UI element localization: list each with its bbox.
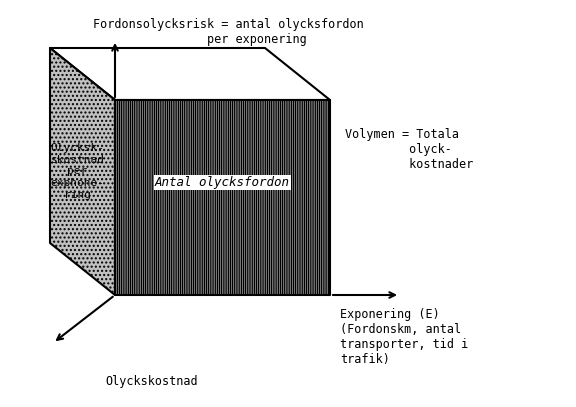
- Text: Olyckskostnad: Olyckskostnad: [105, 375, 198, 388]
- Text: Volymen = Totala
         olyck-
         kostnader: Volymen = Totala olyck- kostnader: [345, 128, 473, 171]
- Text: Fordonsolycksrisk = antal olycksfordon
        per exponering: Fordonsolycksrisk = antal olycksfordon p…: [93, 18, 363, 46]
- Text: Olycksk-
skostnad
per
exphone-
ring: Olycksk- skostnad per exphone- ring: [51, 143, 104, 200]
- Text: Antal olycksfordon: Antal olycksfordon: [155, 176, 290, 189]
- Text: Exponering (E)
(Fordonskm, antal
transporter, tid i
trafik): Exponering (E) (Fordonskm, antal transpo…: [340, 308, 468, 366]
